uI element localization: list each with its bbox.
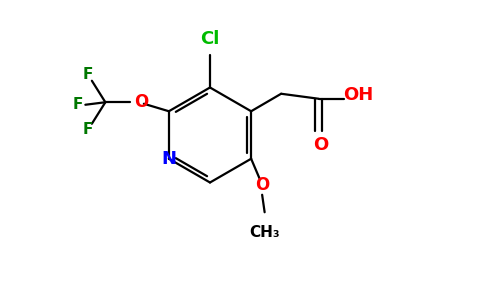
Text: O: O — [134, 93, 149, 111]
Text: CH₃: CH₃ — [249, 225, 280, 240]
Text: F: F — [83, 67, 93, 82]
Text: O: O — [314, 136, 329, 154]
Text: OH: OH — [344, 86, 374, 104]
Text: O: O — [255, 176, 269, 194]
Text: F: F — [83, 122, 93, 137]
Text: N: N — [161, 150, 176, 168]
Text: Cl: Cl — [200, 29, 220, 47]
Text: F: F — [73, 97, 83, 112]
